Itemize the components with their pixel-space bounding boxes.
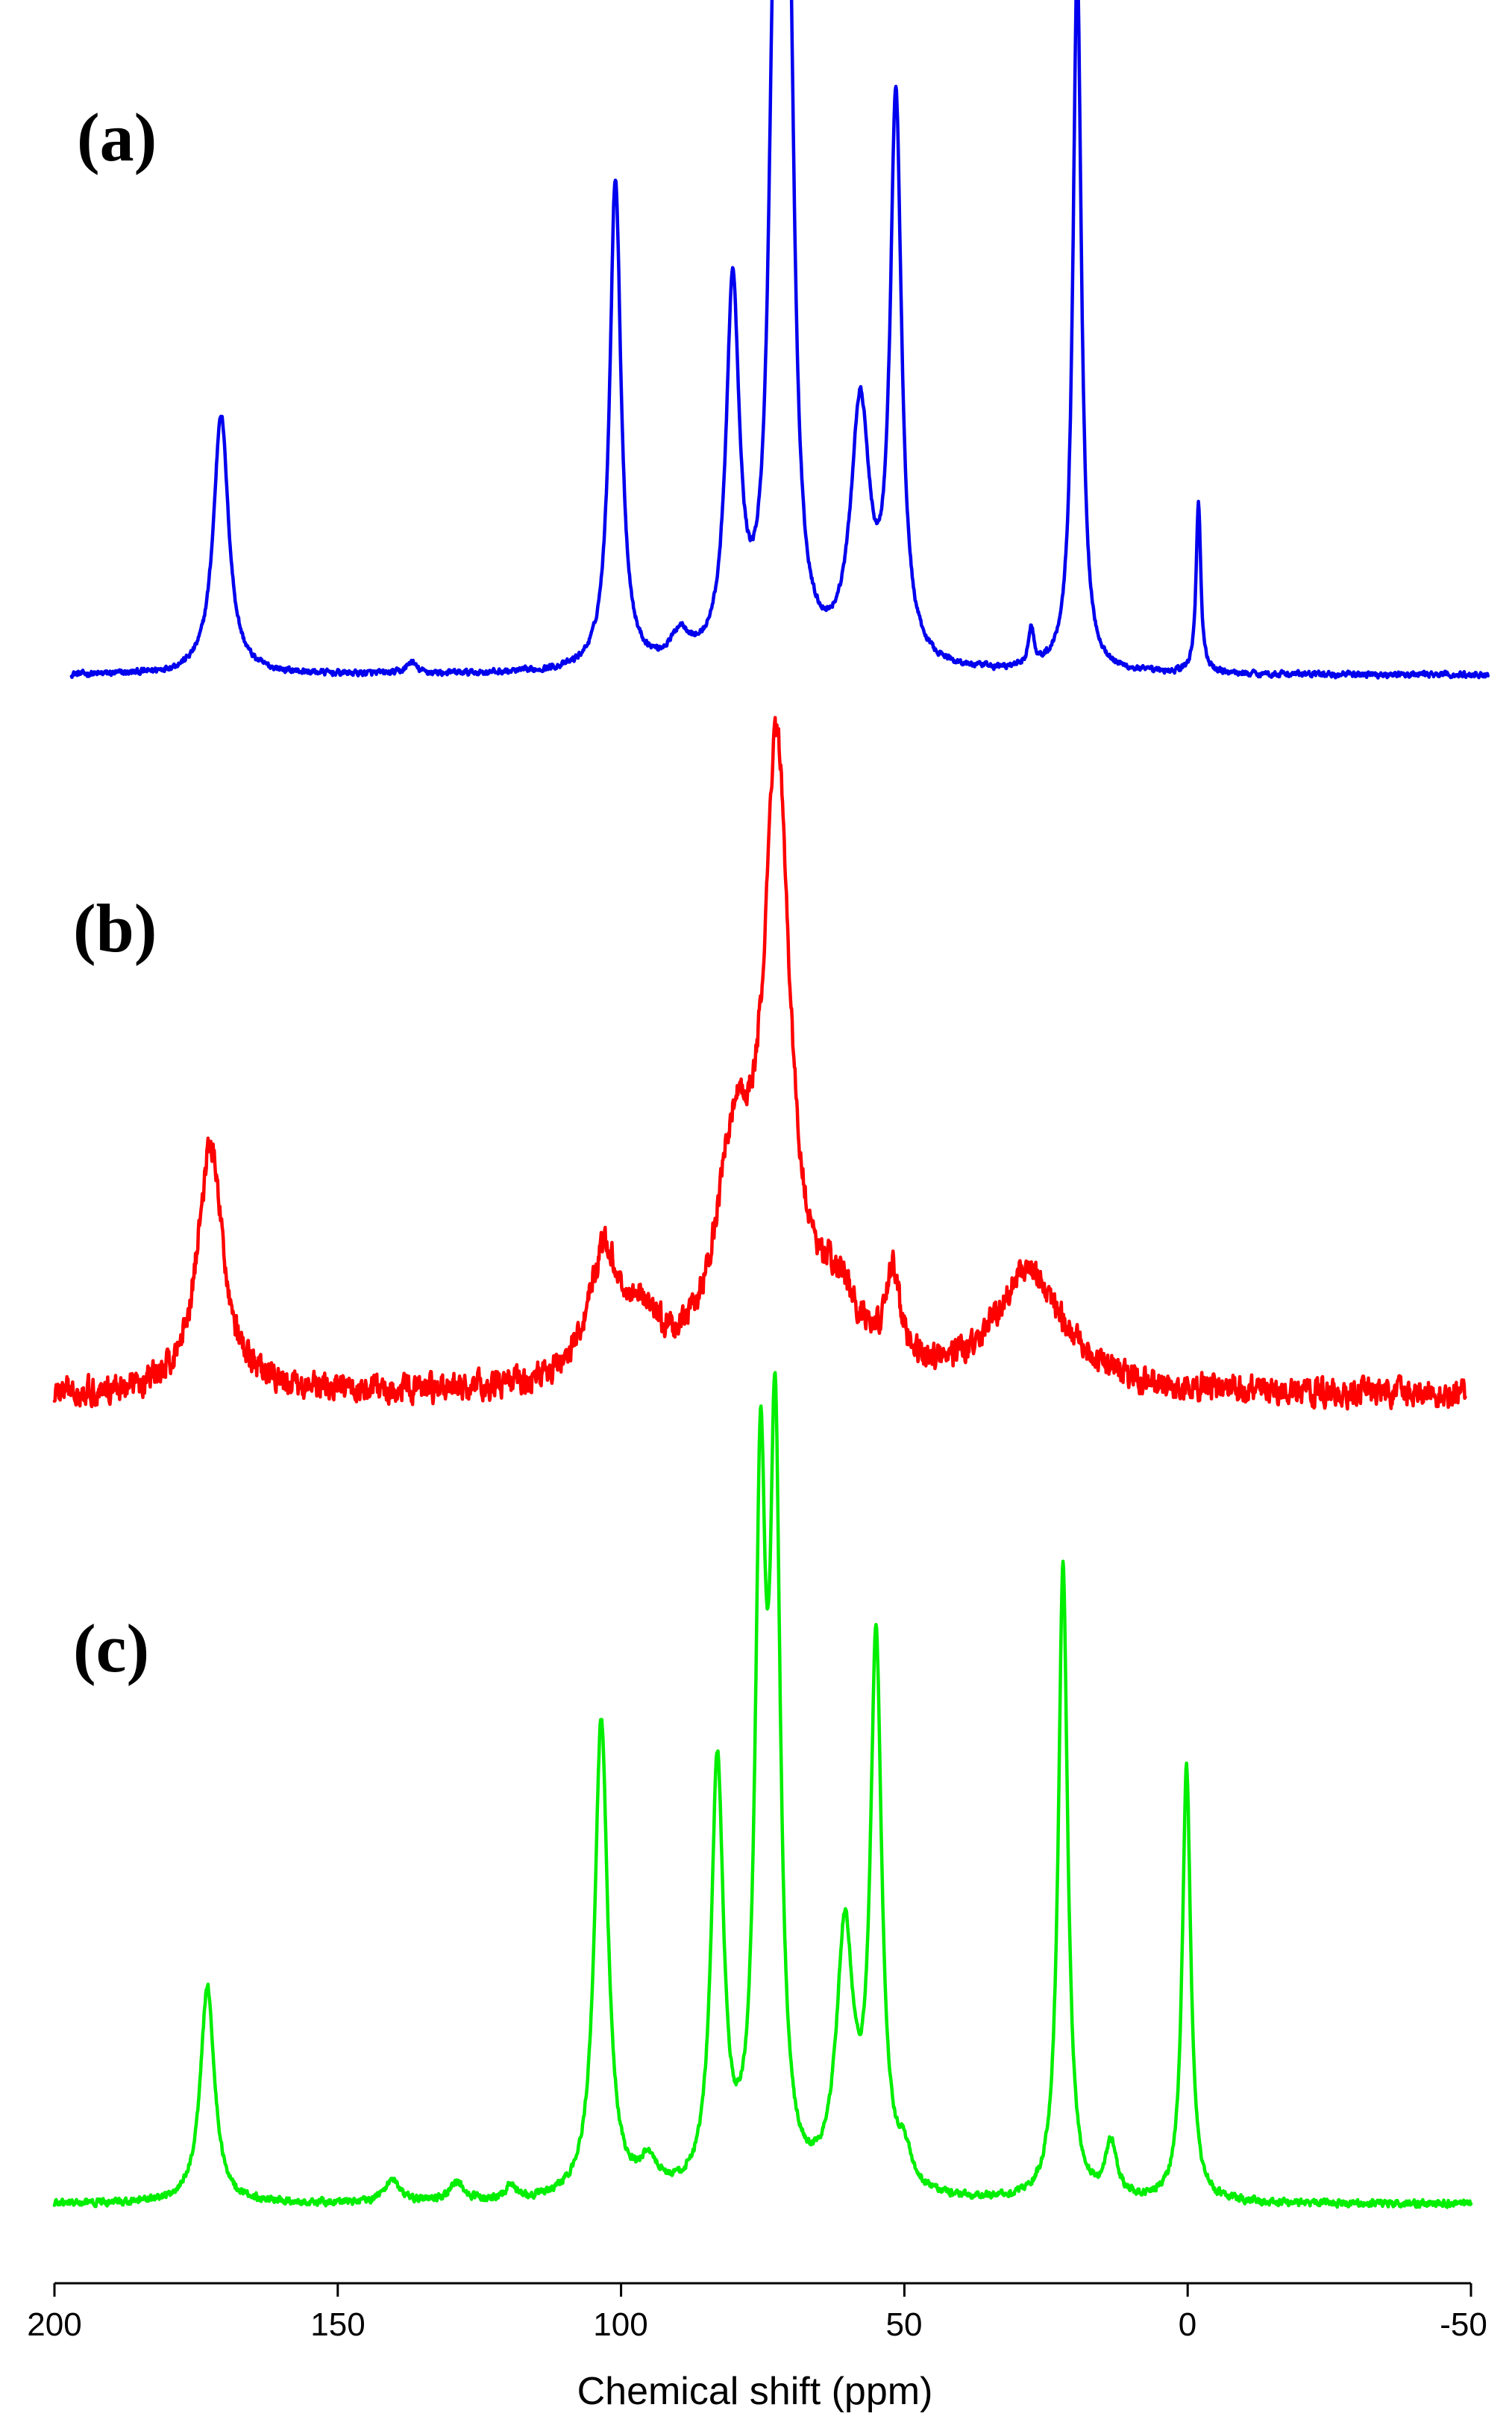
spectrum-line-a	[69, 0, 1490, 680]
spectrum-line-b	[52, 716, 1467, 1411]
spectra-traces	[52, 0, 1490, 2209]
x-axis-title: Chemical shift (ppm)	[577, 2370, 933, 2413]
x-tick-label-100: 100	[593, 2306, 647, 2343]
x-tick-label-0: 0	[1179, 2306, 1196, 2343]
x-tick-label-200: 200	[27, 2306, 81, 2343]
x-tick-label-50: 50	[886, 2306, 923, 2343]
spectrum-line-c	[52, 1371, 1473, 2209]
x-axis-ticks	[53, 2283, 1472, 2297]
panel-label-b: (b)	[73, 890, 157, 966]
x-tick-label-minus-50: -50	[1440, 2306, 1487, 2343]
panel-label-c: (c)	[73, 1610, 149, 1686]
panel-label-a: (a)	[77, 99, 157, 175]
x-tick-label-150: 150	[310, 2306, 365, 2343]
